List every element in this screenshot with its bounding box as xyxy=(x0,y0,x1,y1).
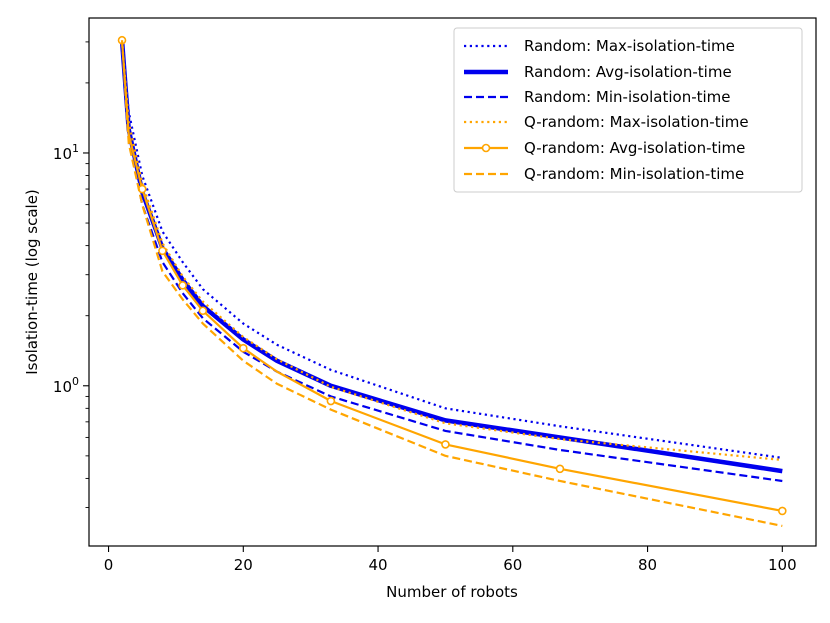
x-axis-label: Number of robots xyxy=(386,583,518,601)
legend-label-qrandom-min: Q-random: Min-isolation-time xyxy=(524,165,744,183)
data-point-marker xyxy=(555,464,565,474)
data-point-marker xyxy=(158,246,167,256)
data-point-marker xyxy=(326,396,336,406)
series-layer xyxy=(117,35,787,528)
y-tick-label: 101 xyxy=(53,142,79,163)
legend: Random: Max-isolation-time Random: Avg-i… xyxy=(453,27,803,193)
x-tick-label-60: 60 xyxy=(503,556,522,574)
x-tick-label-100: 100 xyxy=(768,556,797,574)
series-line-5 xyxy=(120,40,783,528)
legend-label-random-avg: Random: Avg-isolation-time xyxy=(524,63,732,81)
series-line-4 xyxy=(120,40,783,513)
data-point-marker xyxy=(198,306,208,316)
y-axis-label: Isolation-time (log scale) xyxy=(23,189,41,375)
data-point-marker xyxy=(178,281,187,290)
x-tick-label-20: 20 xyxy=(234,556,253,574)
data-point-marker xyxy=(778,506,787,516)
legend-marker-qrandom-avg xyxy=(481,143,491,153)
x-axis-ticks: 0 20 40 60 80 100 xyxy=(104,546,797,574)
plot-frame xyxy=(88,17,817,547)
legend-label-random-min: Random: Min-isolation-time xyxy=(524,88,731,106)
legend-label-qrandom-max: Q-random: Max-isolation-time xyxy=(524,113,749,131)
data-point-marker xyxy=(238,343,248,353)
y-tick-label: 100 xyxy=(53,375,79,396)
x-tick-label-80: 80 xyxy=(638,556,657,574)
data-point-marker xyxy=(441,440,450,449)
x-tick-label-40: 40 xyxy=(369,556,388,574)
legend-box xyxy=(453,27,803,193)
series-line-3 xyxy=(120,40,783,462)
legend-label-qrandom-avg: Q-random: Avg-isolation-time xyxy=(524,139,745,157)
x-tick-label-0: 0 xyxy=(104,556,114,574)
y-axis-ticks: 100 101 xyxy=(53,41,89,508)
legend-label-random-max: Random: Max-isolation-time xyxy=(524,37,735,55)
